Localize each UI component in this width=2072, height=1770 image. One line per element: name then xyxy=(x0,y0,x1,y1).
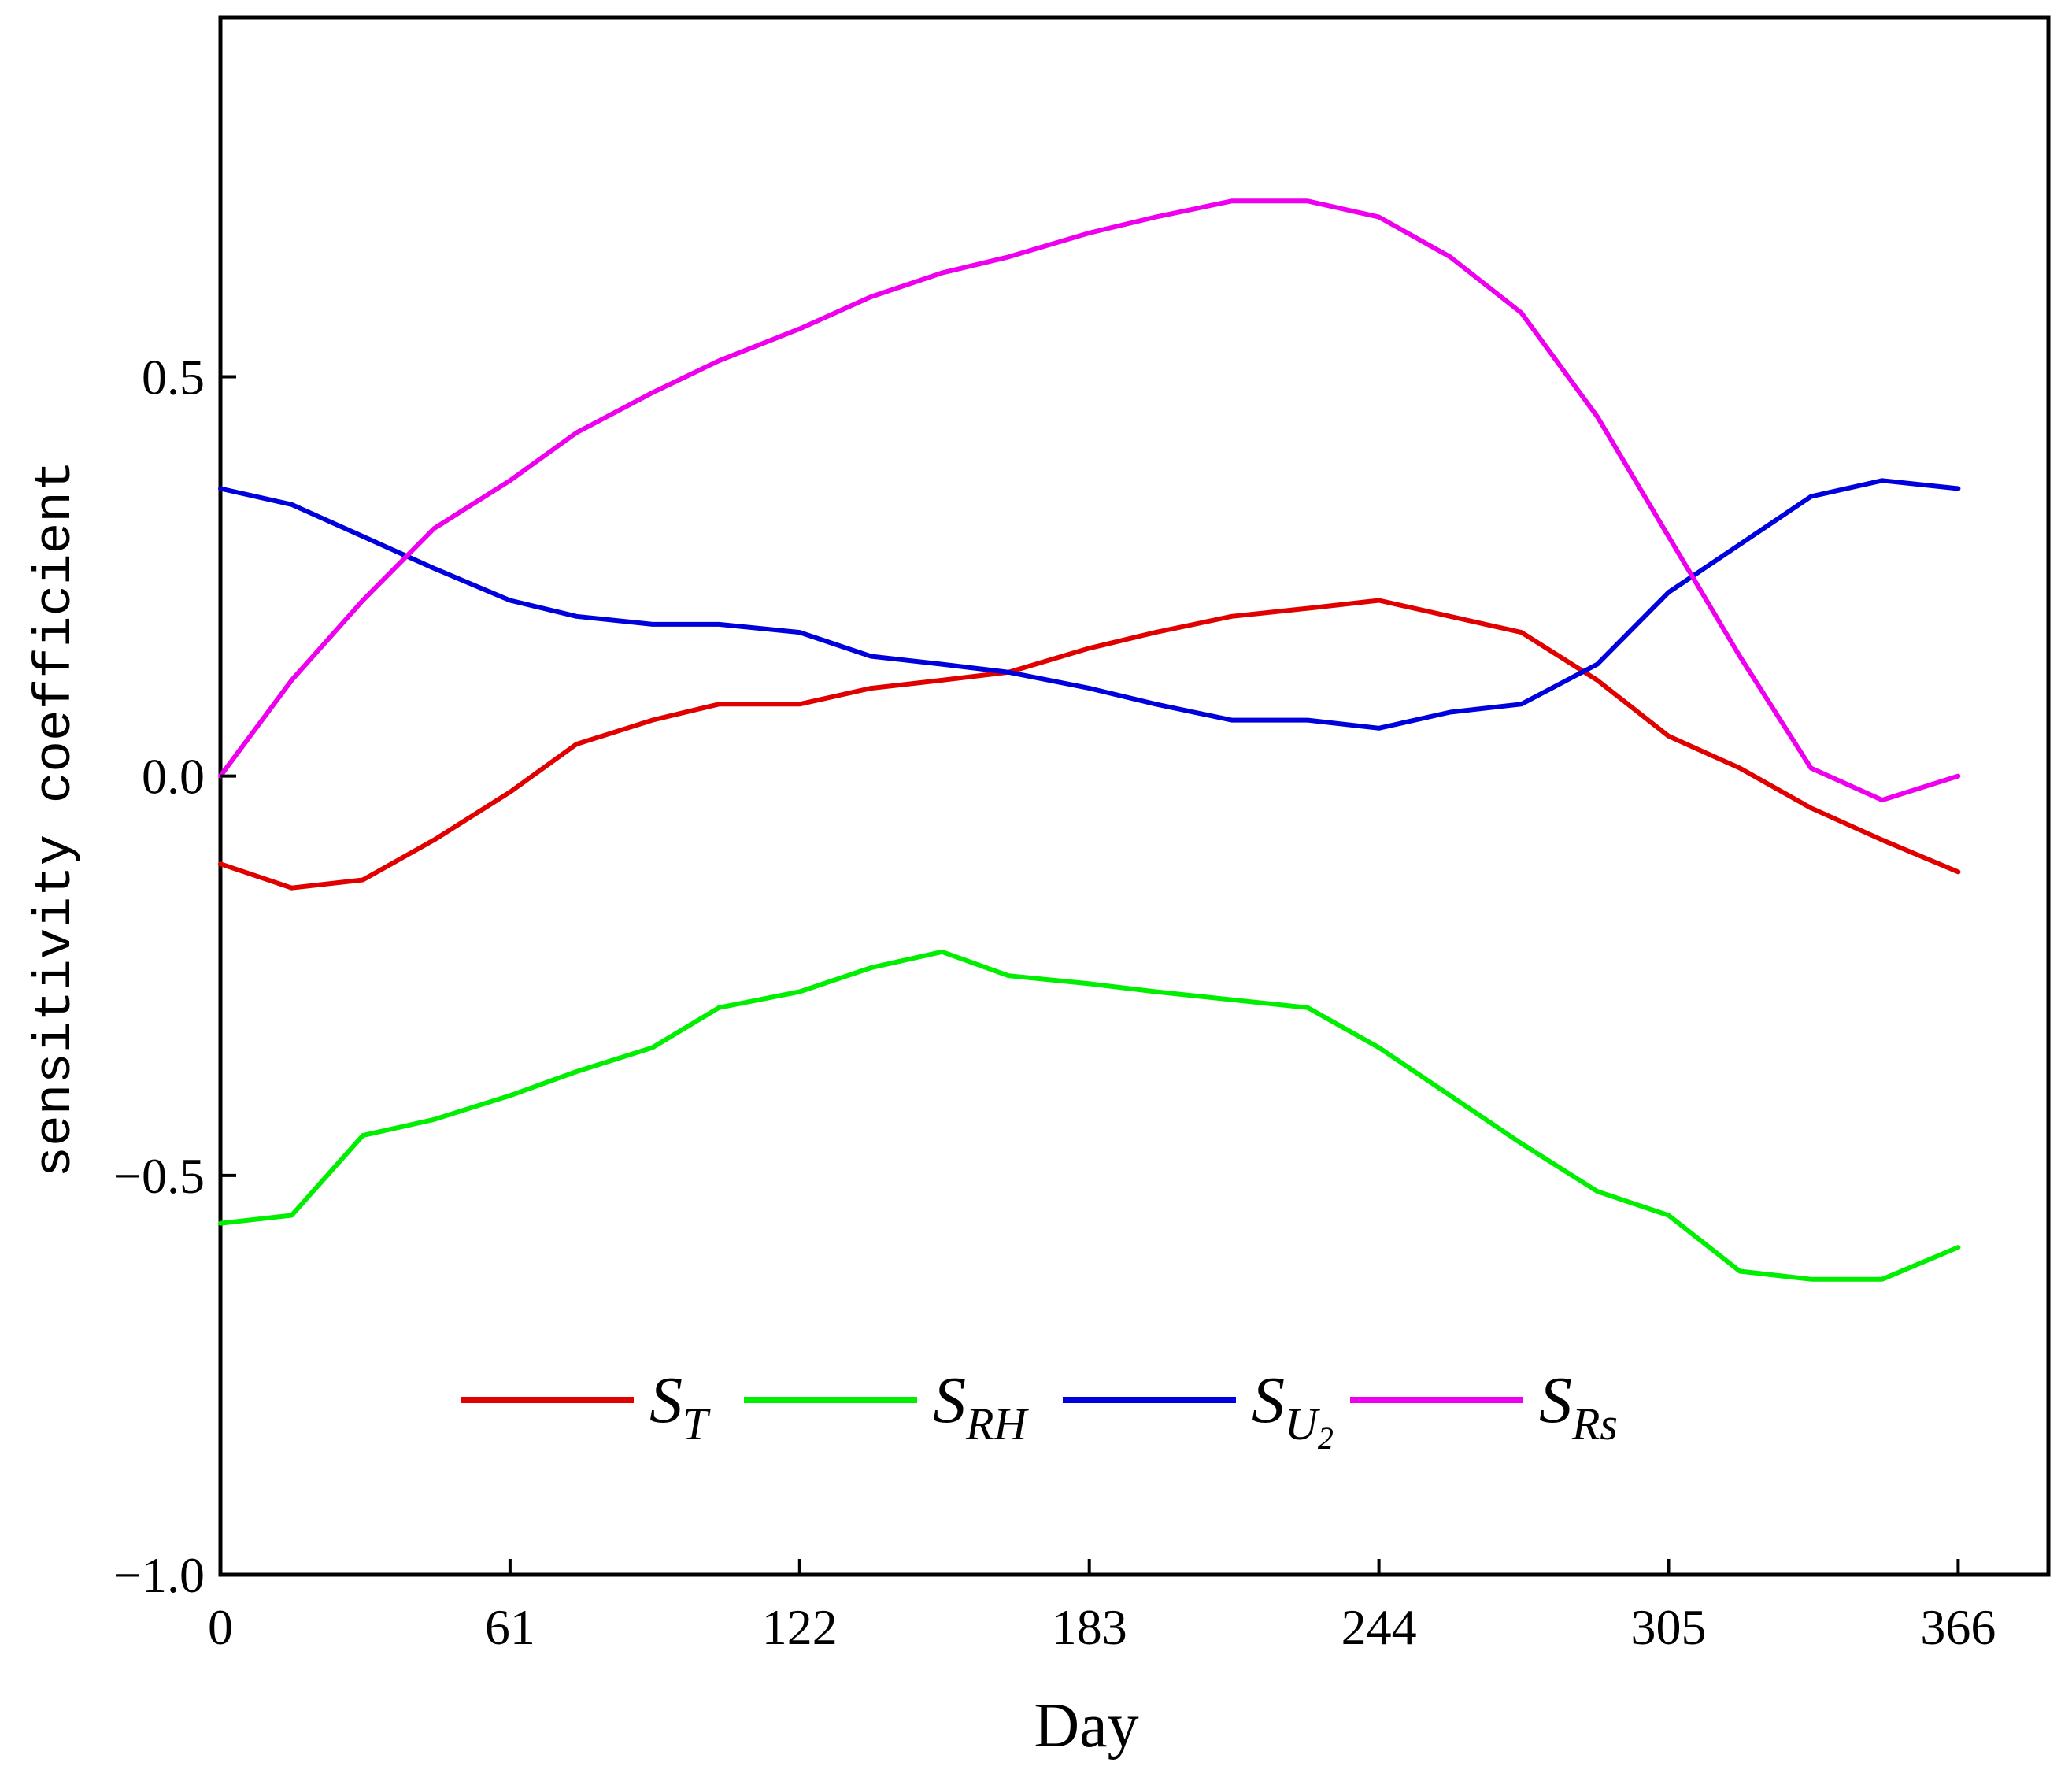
plot-frame xyxy=(218,15,2051,1577)
x-tick-label: 305 xyxy=(1631,1599,1707,1655)
legend: ST SRH SU2 SRs xyxy=(461,1364,1618,1456)
legend-label-u2: SU2 xyxy=(1252,1364,1334,1456)
y-axis-title: sensitivity coefficient xyxy=(26,461,85,1178)
tick-layer: 0 61 122 183 244 305 366 −1.0 −0.5 0.0 0.5 xyxy=(113,349,1996,1655)
x-tick-label: 122 xyxy=(762,1599,838,1655)
series-line-rh xyxy=(218,949,1961,1282)
y-tick-label: 0.0 xyxy=(142,749,205,805)
series-layer xyxy=(218,198,1961,1282)
series-line-u2 xyxy=(218,478,1961,731)
y-tick-label: −1.0 xyxy=(113,1547,205,1603)
y-tick-label: −0.5 xyxy=(113,1148,205,1204)
legend-label-rh: SRH xyxy=(933,1364,1029,1450)
x-tick-label: 0 xyxy=(208,1599,233,1655)
x-tick-label: 183 xyxy=(1052,1599,1127,1655)
x-tick-label: 244 xyxy=(1341,1599,1417,1655)
x-tick-label: 366 xyxy=(1920,1599,1996,1655)
y-tick-label: 0.5 xyxy=(142,349,205,405)
series-line-rs xyxy=(218,198,1961,803)
series-line-t xyxy=(218,598,1961,891)
legend-label-rs: SRs xyxy=(1539,1364,1618,1450)
x-tick-label: 61 xyxy=(485,1599,535,1655)
legend-label-t: ST xyxy=(649,1364,711,1450)
x-axis-title: Day xyxy=(1034,1691,1138,1761)
